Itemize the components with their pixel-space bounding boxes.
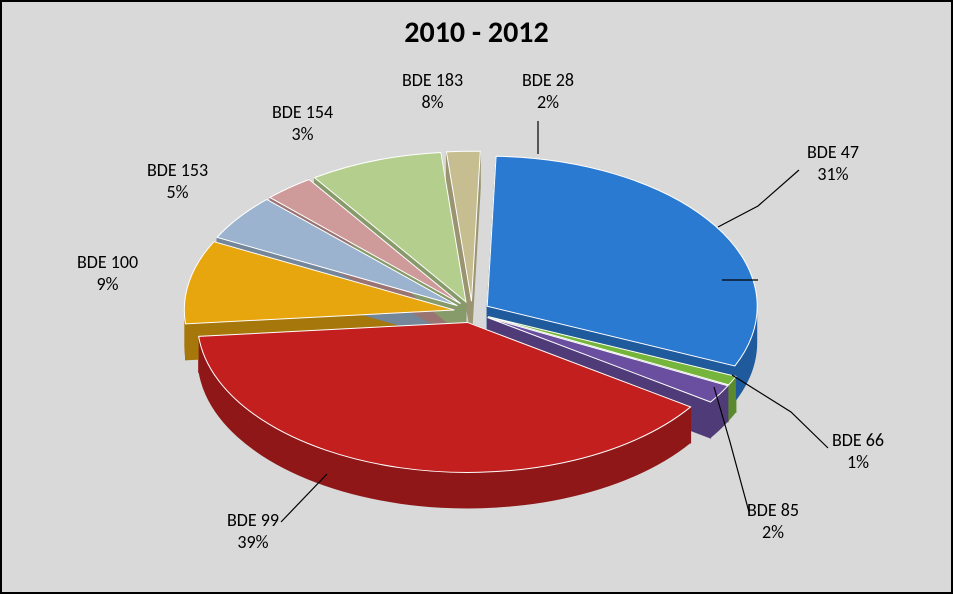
slice-label: BDE 153 5% [147,160,208,203]
slice-label: BDE 183 8% [402,70,463,113]
slice-label: BDE 99 39% [227,510,279,553]
slice-label: BDE 47 31% [807,142,859,185]
slice-label: BDE 85 2% [747,500,799,543]
chart-frame: 2010 - 2012 BDE 28 2%BDE 47 31%BDE 66 1%… [0,0,953,594]
slice-label: BDE 66 1% [832,430,884,473]
pie-chart [2,2,953,594]
slice-label: BDE 154 3% [272,102,333,145]
slice-label: BDE 100 9% [77,252,138,295]
slice-label: BDE 28 2% [522,70,574,113]
